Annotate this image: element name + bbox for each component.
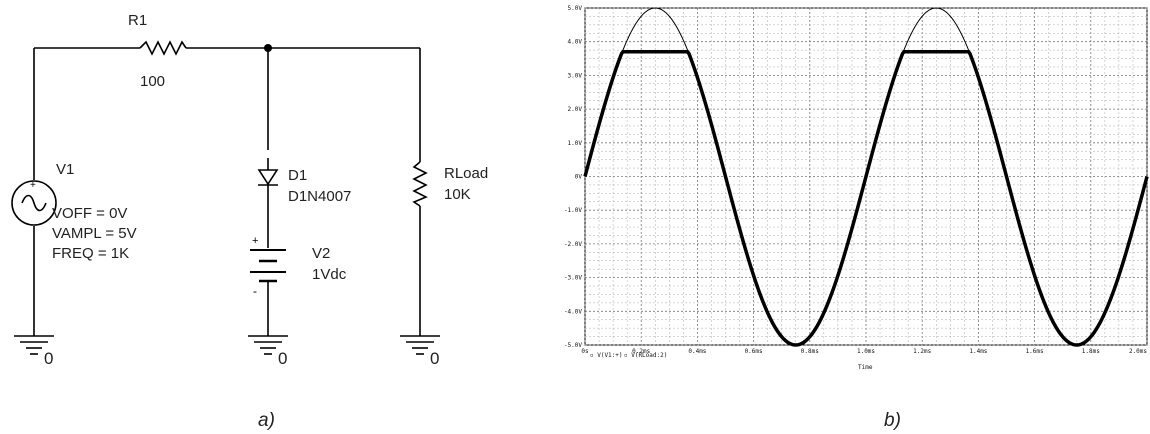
r1-ref: R1 [128, 12, 147, 29]
plot-grid [584, 7, 1148, 346]
d1-diode-symbol [257, 169, 279, 186]
ground-label-v1: 0 [44, 349, 53, 368]
v1-voff: VOFF = 0V [52, 205, 127, 222]
y-tick-label: 3.0V [568, 72, 583, 79]
wires [33, 47, 421, 336]
rload-ref: RLoad [444, 165, 488, 182]
y-tick-label: 5.0V [568, 5, 583, 12]
v2-ref: V2 [312, 245, 330, 262]
r1-value: 100 [140, 73, 165, 90]
series-rload-line [583, 50, 1149, 347]
y-tick-label: -5.0V [564, 342, 582, 349]
x-tick-label: 1.2ms [913, 348, 931, 355]
y-tick-label: 4.0V [568, 39, 583, 46]
y-tick-label: 0V [575, 174, 583, 181]
ground-symbols [14, 335, 440, 355]
circuit-schematic: R1 100 D1 D1N4007 + V1 VOFF = 0V VAMPL =… [11, 12, 488, 431]
legend-v1: ▫ V(V1:+) [590, 352, 623, 359]
x-tick-label: 1.0ms [857, 348, 875, 355]
x-tick-label: 1.8ms [1082, 348, 1100, 355]
x-tick-label: 0.6ms [745, 348, 763, 355]
v1-plus-mark: + [30, 180, 36, 191]
y-tick-label: -4.0V [564, 308, 582, 315]
v2-battery-symbol [250, 249, 286, 283]
y-tick-label: -1.0V [564, 207, 582, 214]
r1-resistor-symbol [139, 40, 187, 56]
plot-caption: b) [884, 410, 901, 431]
v2-plus-mark: + [252, 235, 258, 247]
v1-ref: V1 [56, 161, 74, 178]
rload-resistor-symbol [412, 161, 428, 207]
d1-part: D1N4007 [288, 188, 351, 205]
y-tick-label: 2.0V [568, 106, 583, 113]
y-tick-label: -3.0V [564, 275, 582, 282]
x-tick-label: 1.4ms [969, 348, 987, 355]
x-tick-label: 2.0ms [1129, 348, 1147, 355]
x-tick-label: 0s [581, 348, 589, 355]
v1-sine-source-symbol [11, 180, 57, 226]
v1-vampl: VAMPL = 5V [52, 225, 137, 242]
schematic-caption: a) [258, 410, 275, 431]
d1-ref: D1 [288, 167, 307, 184]
x-tick-label: 0.4ms [688, 348, 706, 355]
ground-label-rload: 0 [430, 349, 439, 368]
x-axis-label: Time [858, 364, 873, 371]
v2-minus-mark: - [253, 284, 257, 298]
x-tick-label: 0.2ms [632, 348, 650, 355]
x-tick-label: 1.6ms [1026, 348, 1044, 355]
junction-dot [264, 44, 272, 52]
ground-label-v2: 0 [278, 349, 287, 368]
legend-rload: ▫ V(RLoad:2) [624, 352, 667, 359]
y-tick-label: -2.0V [564, 241, 582, 248]
y-tick-label: 1.0V [568, 140, 583, 147]
rload-value: 10K [444, 186, 471, 203]
waveform-plot: 5.0V 4.0V 3.0V 2.0V 1.0V 0V -1.0V -2.0V -3.0V -4.… [564, 5, 1149, 431]
v1-freq: FREQ = 1K [52, 245, 129, 262]
v2-value: 1Vdc [312, 266, 347, 283]
x-tick-label: 0.8ms [801, 348, 819, 355]
